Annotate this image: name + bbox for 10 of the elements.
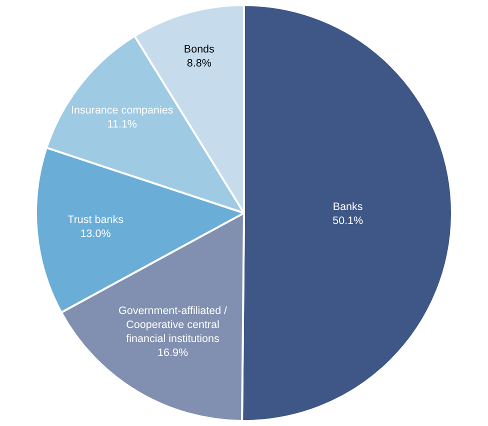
slice-label: Insurance companies (71, 104, 174, 117)
data-label: 50.1% (332, 215, 364, 228)
data-label: 16.9% (158, 347, 188, 360)
slice-label: Bonds (184, 44, 214, 56)
slice-label: Trust banks (68, 214, 124, 226)
data-label: 8.8% (186, 58, 212, 70)
data-label: 11.1% (107, 118, 138, 131)
slice-label: Government-affiliated / Cooperative central financial institutions (118, 305, 228, 346)
slice-label: Banks (332, 201, 363, 214)
data-label: 13.0% (80, 228, 112, 240)
